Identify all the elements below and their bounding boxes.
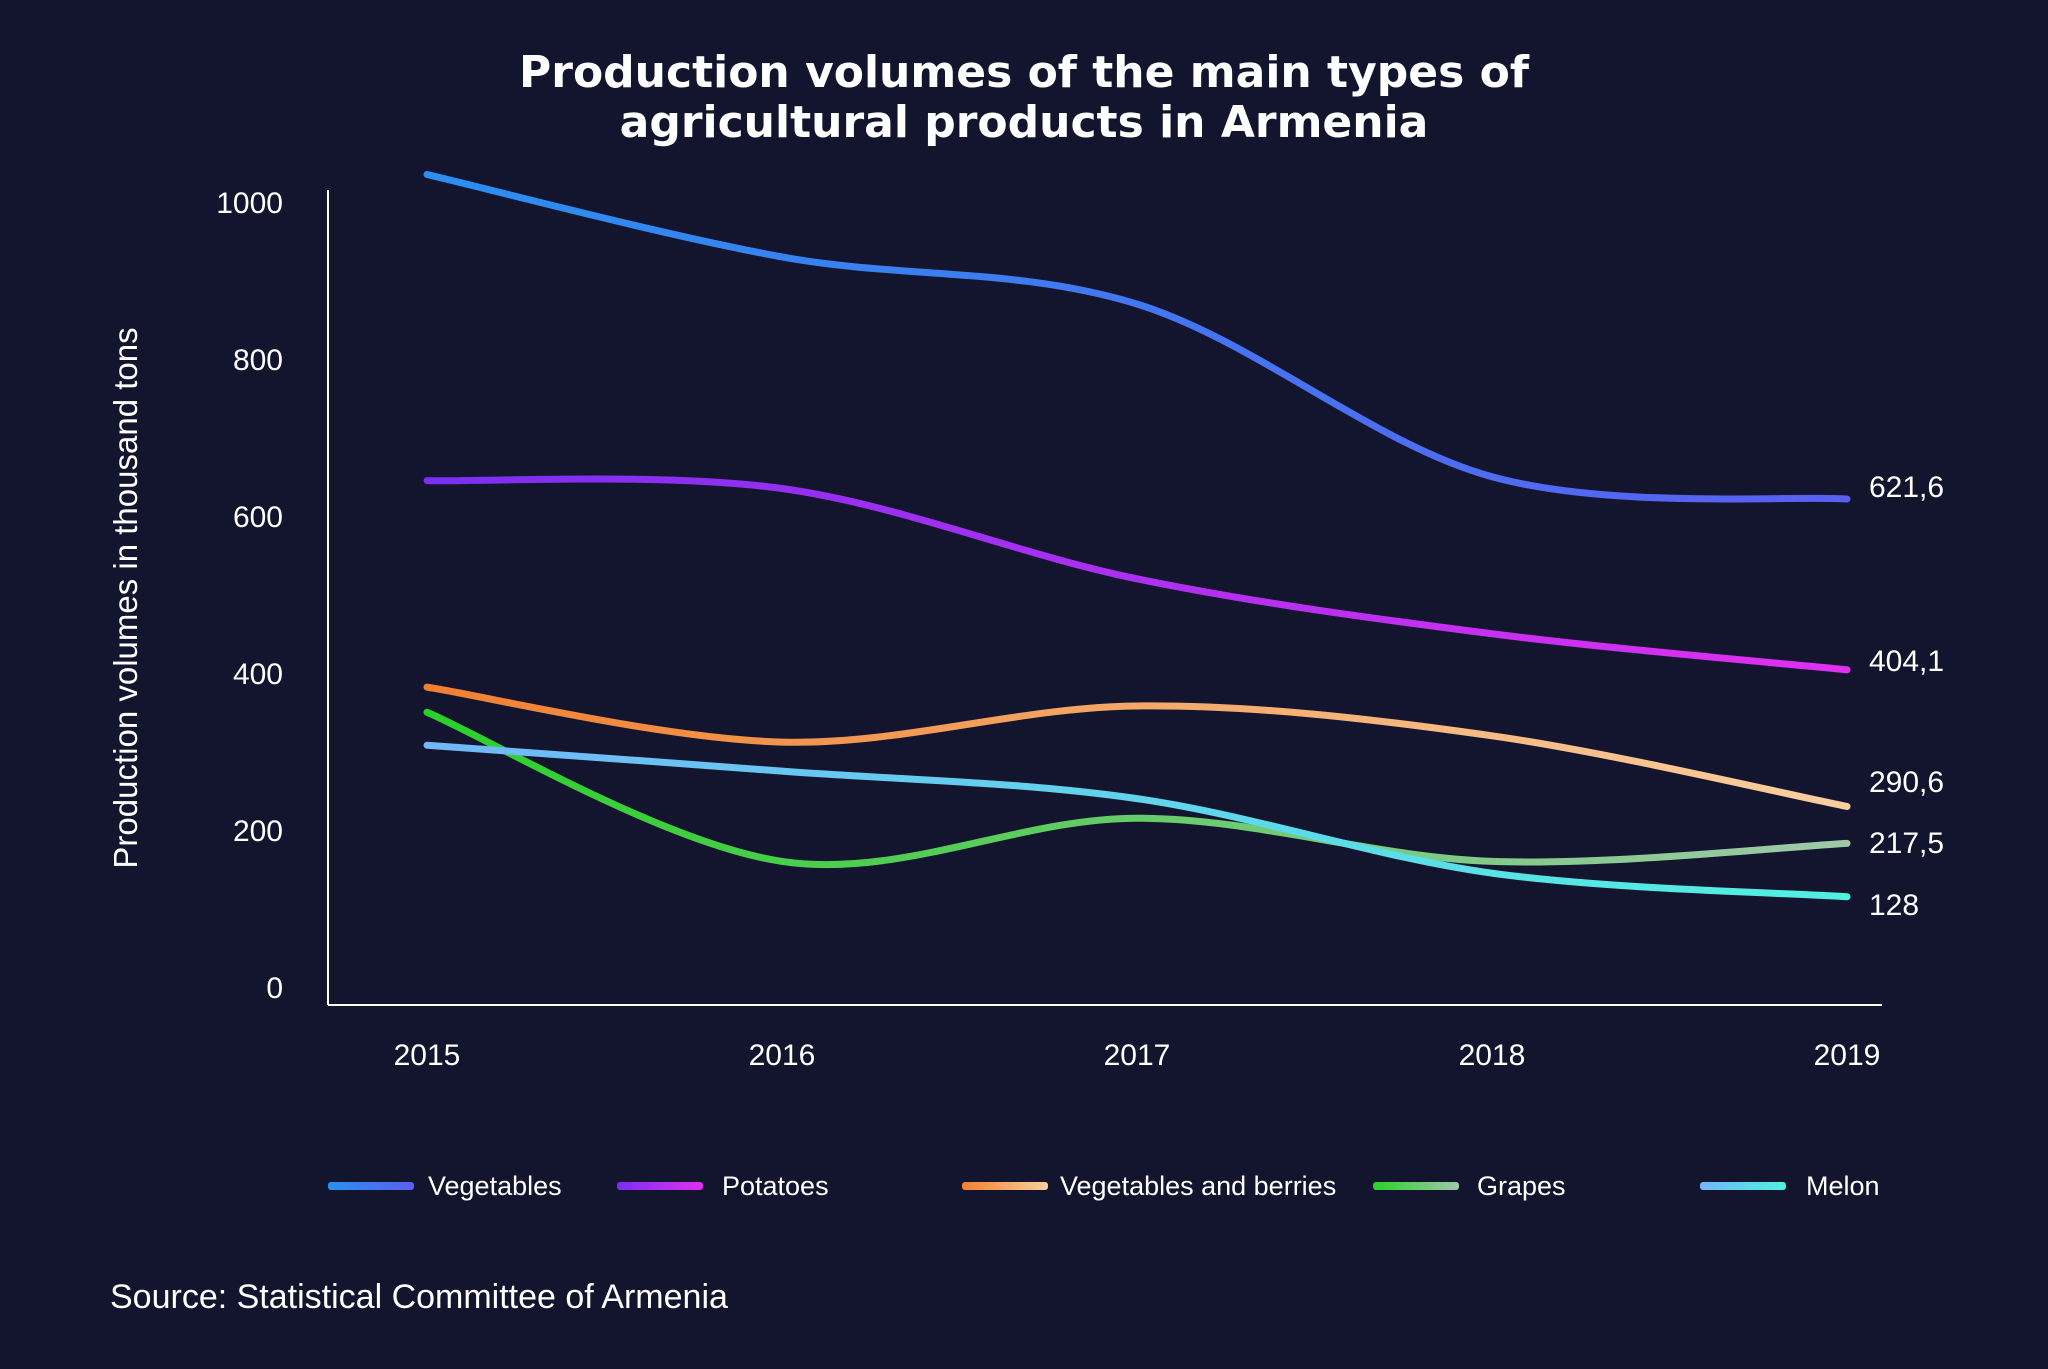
y-tick-label: 200 <box>233 815 283 848</box>
legend-swatch <box>962 1182 1048 1190</box>
series-line-vegetables-and-berries <box>423 683 1851 810</box>
y-tick-label: 400 <box>233 658 283 691</box>
y-tick-label: 0 <box>266 972 283 1005</box>
x-tick-label: 2016 <box>749 1039 816 1072</box>
legend-label: Grapes <box>1477 1171 1566 1201</box>
y-tick-label: 600 <box>233 501 283 534</box>
y-axis-title: Production volumes in thousand tons <box>107 327 144 868</box>
y-tick-label: 800 <box>233 344 283 377</box>
x-tick-label: 2019 <box>1814 1039 1881 1072</box>
legend-label: Vegetables <box>428 1171 562 1201</box>
legend-swatch <box>617 1182 703 1190</box>
legend-swatch <box>1373 1182 1459 1190</box>
chart-title-line-1: Production volumes of the main types of <box>519 47 1529 98</box>
end-value-label: 621,6 <box>1869 471 1944 504</box>
chart-title-line-2: agricultural products in Armenia <box>619 97 1429 148</box>
x-tick-label: 2018 <box>1459 1039 1526 1072</box>
y-tick-label: 1000 <box>216 187 283 220</box>
legend-label: Vegetables and berries <box>1060 1171 1336 1201</box>
series-line-vegetables <box>423 171 1851 503</box>
end-value-label: 404,1 <box>1869 645 1944 678</box>
legend: Vegetables Potatoes Vegetables and berries… <box>328 1171 1880 1201</box>
x-tick-label: 2015 <box>394 1039 461 1072</box>
end-value-label: 290,6 <box>1869 766 1944 799</box>
source-note: Source: Statistical Committee of Armenia <box>110 1278 728 1316</box>
series-line-potatoes <box>423 475 1851 674</box>
legend-swatch <box>328 1182 414 1190</box>
legend-label: Melon <box>1806 1171 1880 1201</box>
axes <box>327 190 1882 1006</box>
x-tick-label: 2017 <box>1104 1039 1171 1072</box>
series-line-grapes <box>423 708 1851 869</box>
y-tick-labels: 0 200 400 600 800 1000 <box>216 187 283 1005</box>
end-value-labels: 621,6 404,1 290,6 217,5 128 <box>1869 471 1944 922</box>
x-tick-labels: 2015 2016 2017 2018 2019 <box>394 1039 1881 1072</box>
chart-title: Production volumes of the main types of … <box>0 48 2048 148</box>
series-lines <box>423 171 1851 901</box>
legend-swatch <box>1700 1182 1786 1190</box>
end-value-label: 217,5 <box>1869 827 1944 860</box>
end-value-label: 128 <box>1869 889 1919 922</box>
legend-label: Potatoes <box>722 1171 829 1201</box>
series-line-melon <box>423 741 1851 901</box>
